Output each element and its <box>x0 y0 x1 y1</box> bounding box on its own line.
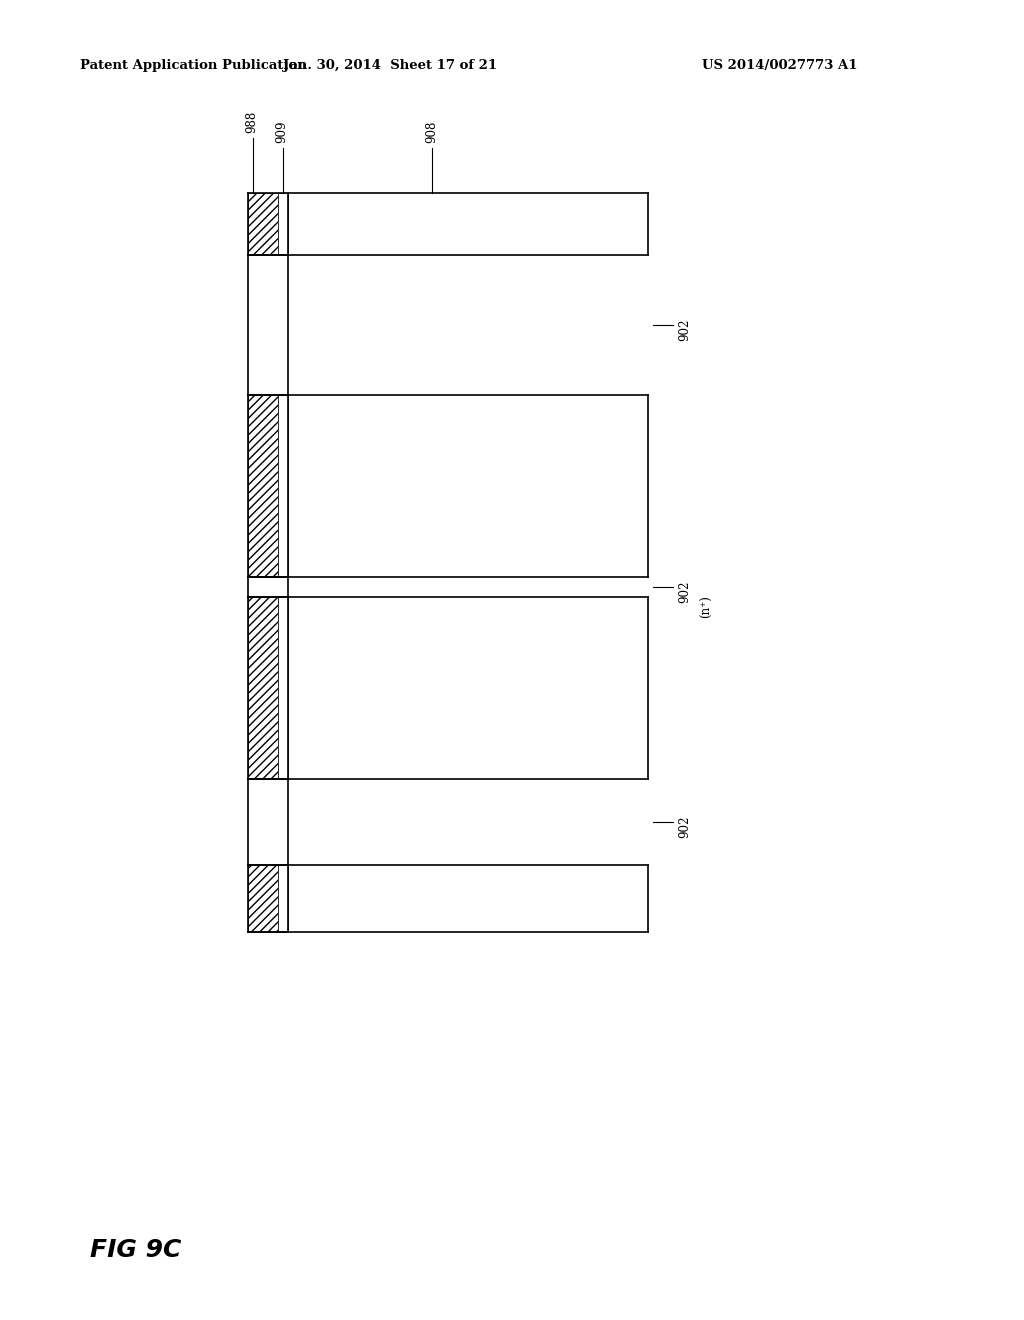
Bar <box>288 395 648 577</box>
Text: US 2014/0027773 A1: US 2014/0027773 A1 <box>702 58 858 71</box>
Bar <box>278 193 288 255</box>
Bar <box>248 597 278 779</box>
Bar <box>248 395 278 577</box>
Text: Patent Application Publication: Patent Application Publication <box>80 58 307 71</box>
Bar <box>278 395 288 577</box>
Bar <box>278 597 288 779</box>
Text: (n⁺): (n⁺) <box>700 595 713 619</box>
Text: Jan. 30, 2014  Sheet 17 of 21: Jan. 30, 2014 Sheet 17 of 21 <box>283 58 497 71</box>
Text: FIG 9C: FIG 9C <box>90 1238 181 1262</box>
Text: 902: 902 <box>678 816 691 838</box>
Bar <box>248 193 278 255</box>
Text: 908: 908 <box>426 120 438 143</box>
Text: 909: 909 <box>275 120 289 143</box>
Text: 988: 988 <box>246 111 258 133</box>
Bar <box>288 865 648 932</box>
Bar <box>248 865 278 932</box>
Bar <box>278 865 288 932</box>
Text: 902: 902 <box>678 319 691 341</box>
Bar <box>288 597 648 779</box>
Text: 902: 902 <box>678 581 691 603</box>
Bar <box>288 193 648 255</box>
